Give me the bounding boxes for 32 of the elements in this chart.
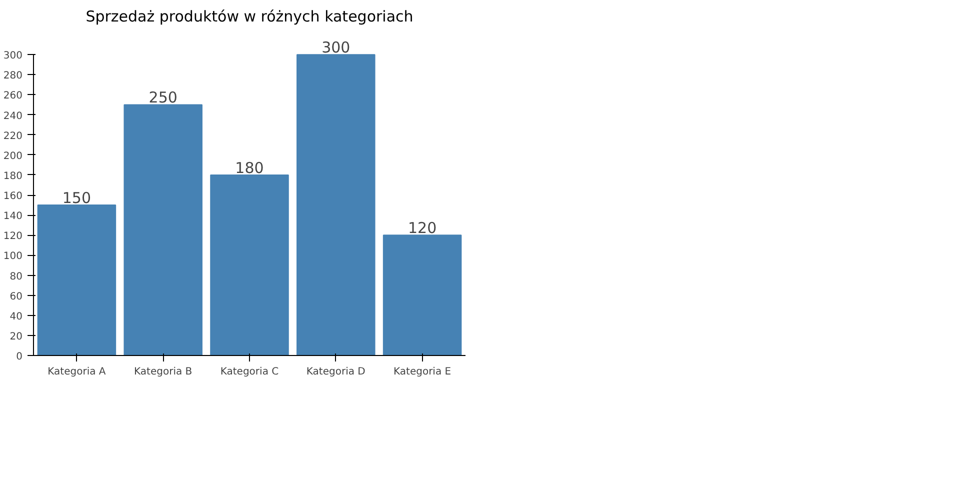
bar xyxy=(124,104,202,356)
x-tick-label: Kategoria B xyxy=(134,366,192,378)
y-tick-label: 160 xyxy=(3,191,23,202)
bar xyxy=(296,54,376,356)
y-tick-label: 260 xyxy=(3,90,23,102)
y-tick-label: 80 xyxy=(10,271,23,282)
y-tick-label: 220 xyxy=(3,130,23,142)
bar xyxy=(210,174,289,356)
y-tick-label: 280 xyxy=(3,70,23,82)
y-tick-label: 200 xyxy=(3,150,23,162)
bar xyxy=(37,204,116,356)
y-tick-label: 180 xyxy=(3,170,23,182)
data-label: 250 xyxy=(148,88,178,107)
y-tick-label: 140 xyxy=(3,211,23,222)
y-tick-label: 100 xyxy=(3,251,23,262)
x-tick-label: Kategoria C xyxy=(220,366,279,378)
data-label: 180 xyxy=(235,158,264,177)
y-tick-label: 0 xyxy=(16,352,23,362)
x-tick-label: Kategoria E xyxy=(394,366,452,378)
y-tick-label: 20 xyxy=(10,331,23,342)
bar xyxy=(382,234,462,356)
chart-title: Sprzedaż produktów w różnych kategoriach xyxy=(86,8,414,26)
x-tick-label: Kategoria D xyxy=(306,366,366,378)
data-label: 150 xyxy=(62,189,92,208)
y-tick-label: 120 xyxy=(3,231,23,242)
data-label: 300 xyxy=(322,38,350,57)
y-tick-label: 300 xyxy=(3,50,23,62)
y-tick-label: 40 xyxy=(10,311,23,322)
data-label: 120 xyxy=(408,219,437,238)
y-tick-label: 60 xyxy=(10,291,23,302)
x-tick-label: Kategoria A xyxy=(48,366,106,378)
y-tick-label: 240 xyxy=(3,110,23,122)
